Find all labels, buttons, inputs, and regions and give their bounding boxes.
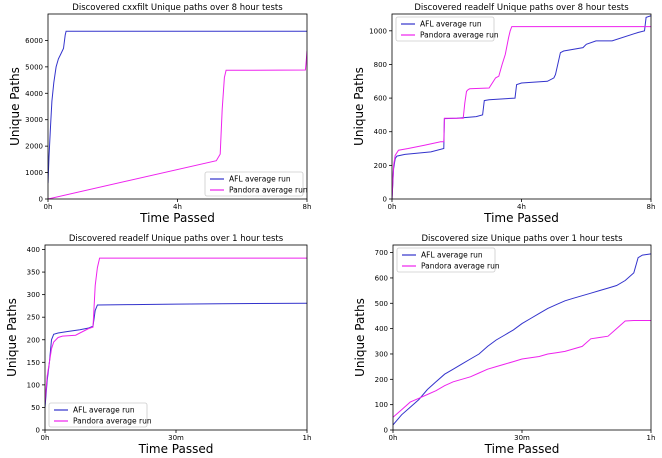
y-tick-label: 400 xyxy=(374,128,387,136)
x-tick-label: 30m xyxy=(168,434,184,442)
y-tick-label: 4000 xyxy=(25,90,43,98)
legend-label: Pandora average run xyxy=(421,262,500,271)
series-line-afl xyxy=(392,15,651,199)
x-tick-label: 1h xyxy=(303,434,312,442)
legend-box xyxy=(204,171,304,197)
series-line-pandora xyxy=(393,320,651,418)
y-tick-label: 0 xyxy=(36,427,40,435)
x-tick-label: 0h xyxy=(389,434,398,442)
y-tick-label: 1000 xyxy=(369,27,387,35)
legend-label: Pandora average run xyxy=(229,186,308,195)
series-line-pandora xyxy=(45,257,307,403)
x-tick-label: 0h xyxy=(388,203,397,211)
legend-box xyxy=(48,402,148,428)
y-tick-label: 0 xyxy=(383,196,387,204)
chart-title: Discovered cxxfilt Unique paths over 8 h… xyxy=(72,3,283,13)
y-axis-label: Unique Paths xyxy=(8,67,22,146)
y-tick-label: 0 xyxy=(384,427,388,435)
plot-frame xyxy=(391,13,652,200)
x-tick-label: 0h xyxy=(44,203,53,211)
y-tick-label: 300 xyxy=(27,291,40,299)
legend-box xyxy=(395,16,495,42)
y-tick-label: 200 xyxy=(27,336,40,344)
y-tick-label: 800 xyxy=(374,61,387,69)
series-line-afl xyxy=(48,30,307,184)
legend-label: Pandora average run xyxy=(73,417,152,426)
x-tick-label: 1h xyxy=(647,434,656,442)
legend-label: AFL average run xyxy=(421,251,483,260)
y-tick-label: 400 xyxy=(27,246,40,254)
y-tick-label: 200 xyxy=(374,162,387,170)
legend: AFL average run Pandora average run xyxy=(204,171,308,197)
plot-frame xyxy=(47,13,308,200)
y-tick-label: 2000 xyxy=(25,143,43,151)
y-tick-label: 350 xyxy=(27,269,40,277)
series-line-afl xyxy=(45,302,307,408)
legend: AFL average run Pandora average run xyxy=(48,402,152,428)
y-tick-label: 3000 xyxy=(25,116,43,124)
y-tick-label: 150 xyxy=(27,359,40,367)
y-tick-label: 100 xyxy=(27,381,40,389)
y-axis-label: Unique Paths xyxy=(5,298,19,377)
series-line-pandora xyxy=(48,50,307,199)
chart-title: Discovered readelf Unique paths over 1 h… xyxy=(69,234,284,244)
chart-panel-3: Discovered readelf Unique paths over 1 h… xyxy=(5,234,311,456)
chart-title: Discovered readelf Unique paths over 8 h… xyxy=(414,3,629,13)
x-axis-label: Time Passed xyxy=(139,211,215,225)
y-tick-label: 100 xyxy=(375,401,388,409)
x-tick-label: 4h xyxy=(517,203,526,211)
y-tick-label: 0 xyxy=(39,196,43,204)
y-tick-label: 5000 xyxy=(25,63,43,71)
x-axis-label: Time Passed xyxy=(138,442,214,456)
x-tick-label: 0h xyxy=(41,434,50,442)
y-tick-label: 300 xyxy=(375,350,388,358)
y-tick-label: 600 xyxy=(374,95,387,103)
plot-frame xyxy=(44,244,308,431)
legend-label: AFL average run xyxy=(73,406,135,415)
chart-panel-2: Discovered readelf Unique paths over 8 h… xyxy=(352,3,655,225)
legend: AFL average run Pandora average run xyxy=(396,247,500,273)
chart-title: Discovered size Unique paths over 1 hour… xyxy=(421,234,623,244)
legend-label: AFL average run xyxy=(229,175,291,184)
y-axis-label: Unique Paths xyxy=(352,67,366,146)
x-tick-label: 8h xyxy=(303,203,312,211)
y-tick-label: 200 xyxy=(375,376,388,384)
legend-label: AFL average run xyxy=(420,20,482,29)
y-tick-label: 1000 xyxy=(25,169,43,177)
y-axis-label: Unique Paths xyxy=(353,298,367,377)
x-axis-label: Time Passed xyxy=(484,442,560,456)
y-tick-label: 6000 xyxy=(25,37,43,45)
y-tick-label: 250 xyxy=(27,314,40,322)
series-line-pandora xyxy=(392,26,651,199)
x-axis-label: Time Passed xyxy=(483,211,559,225)
plot-frame xyxy=(392,244,652,431)
series-line-afl xyxy=(393,253,651,426)
chart-panel-4: Discovered size Unique paths over 1 hour… xyxy=(353,234,655,456)
y-tick-label: 50 xyxy=(31,404,40,412)
y-tick-label: 500 xyxy=(375,300,388,308)
y-tick-label: 400 xyxy=(375,325,388,333)
legend-box xyxy=(396,247,496,273)
legend: AFL average run Pandora average run xyxy=(395,16,499,42)
x-tick-label: 4h xyxy=(173,203,182,211)
y-tick-label: 600 xyxy=(375,274,388,282)
y-tick-label: 700 xyxy=(375,249,388,257)
chart-panel-1: Discovered cxxfilt Unique paths over 8 h… xyxy=(8,3,311,225)
x-tick-label: 8h xyxy=(647,203,656,211)
legend-label: Pandora average run xyxy=(420,31,499,40)
x-tick-label: 30m xyxy=(514,434,530,442)
